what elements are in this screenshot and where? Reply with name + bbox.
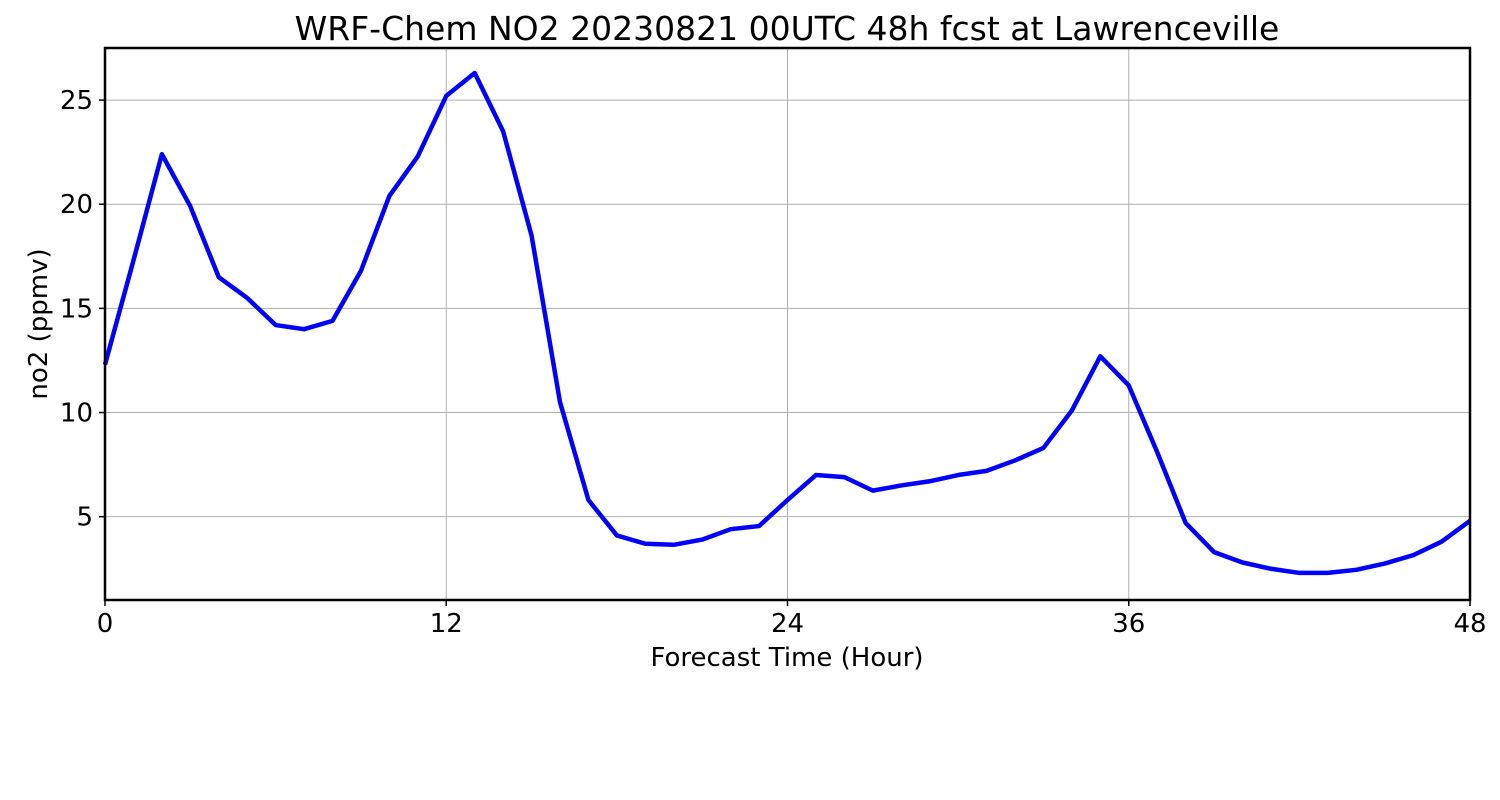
series-layer (102, 70, 1472, 576)
ticks: 0 12 24 36 48 5 10 15 20 25 (60, 86, 1487, 639)
y-tick-label: 20 (60, 190, 93, 220)
y-tick-label: 15 (60, 294, 93, 324)
series-line (102, 70, 1472, 576)
x-tick-label: 24 (771, 609, 804, 639)
y-tick-label: 5 (76, 503, 93, 533)
y-tick-label: 10 (60, 399, 93, 429)
grid (104, 48, 1471, 600)
y-axis-label: no2 (ppmv) (24, 248, 54, 399)
x-tick-label: 12 (430, 609, 463, 639)
x-tick-label: 0 (97, 609, 114, 639)
y-tick-label: 25 (60, 86, 93, 116)
x-axis-label: Forecast Time (Hour) (650, 643, 923, 673)
x-tick-label: 48 (1453, 609, 1486, 639)
x-tick-label: 36 (1112, 609, 1145, 639)
chart-title: WRF-Chem NO2 20230821 00UTC 48h fcst at … (295, 9, 1280, 48)
